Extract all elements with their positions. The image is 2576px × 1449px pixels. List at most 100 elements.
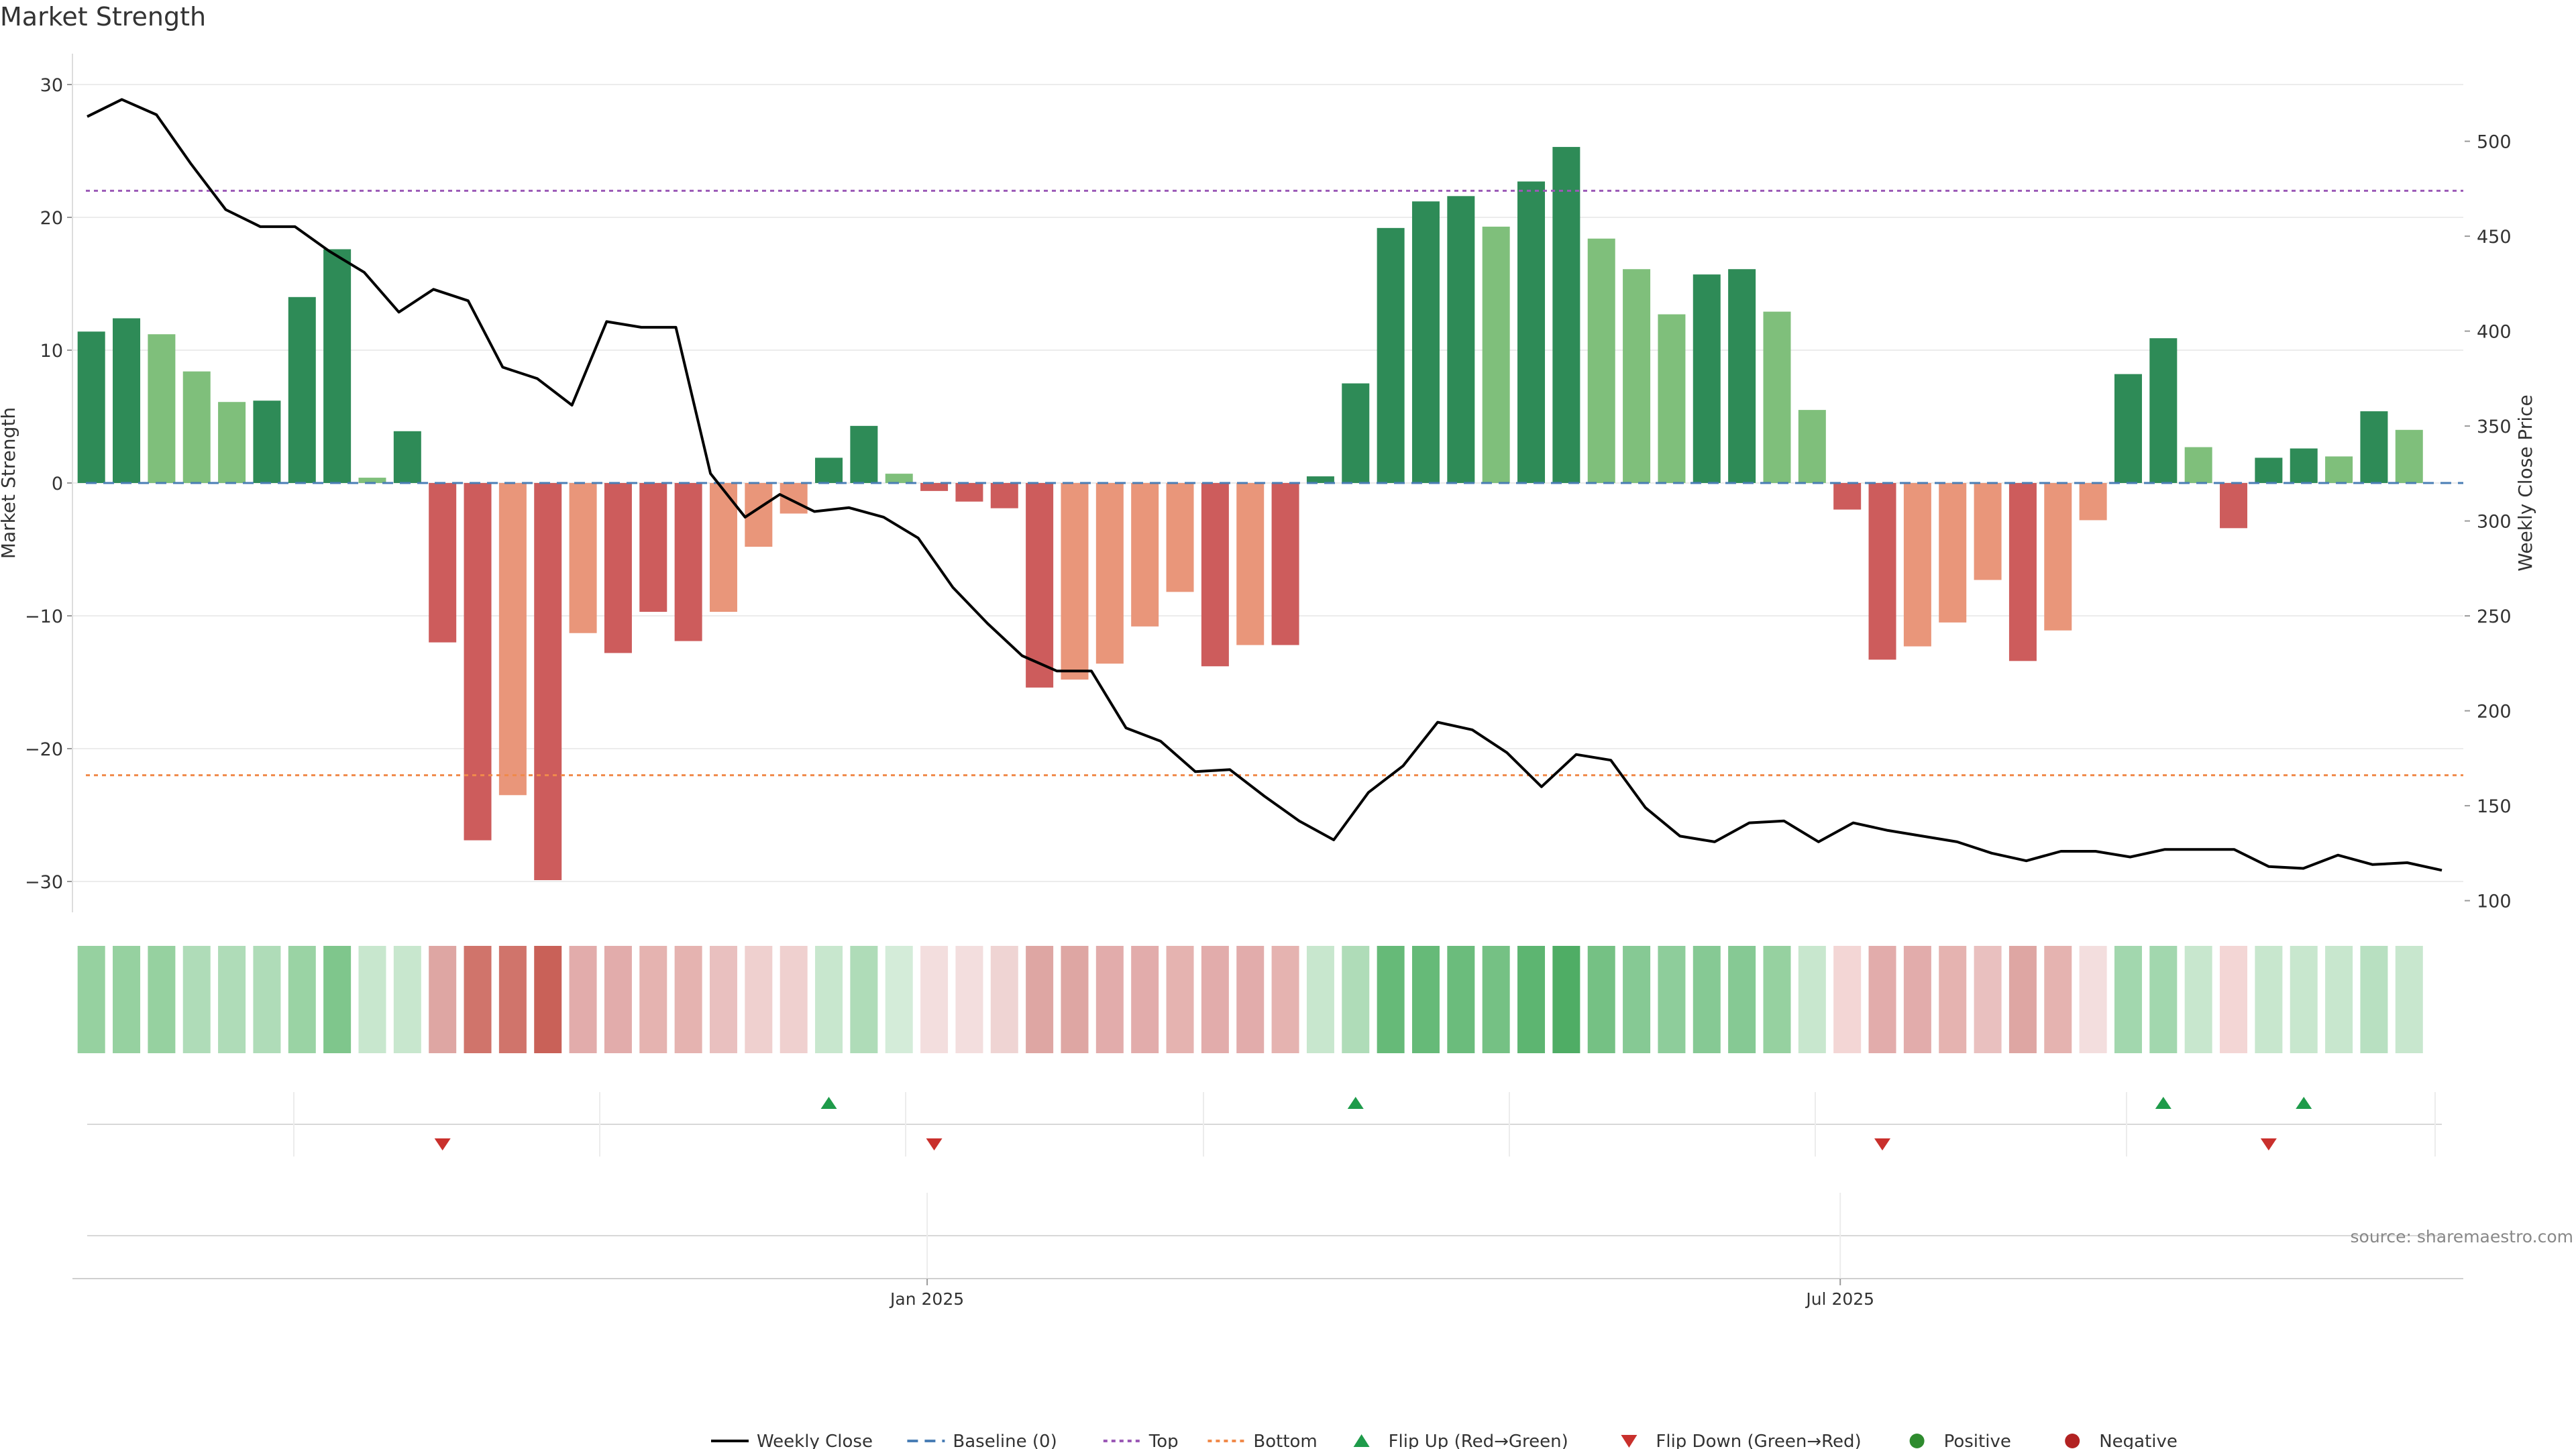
flip-down-marker: [2260, 1138, 2277, 1150]
heat-cell: [639, 946, 667, 1053]
bar: [1903, 483, 1931, 647]
legend-swatch-negative: [2065, 1434, 2080, 1448]
heat-cell: [2149, 946, 2178, 1053]
heat-cell: [2044, 946, 2072, 1053]
heat-cell: [1552, 946, 1580, 1053]
heat-cell: [990, 946, 1018, 1053]
bar: [2325, 456, 2353, 483]
bar: [288, 297, 316, 483]
bar: [1447, 196, 1475, 483]
time-tick-label: Jan 2025: [889, 1289, 964, 1309]
heat-cell: [77, 946, 105, 1053]
heat-cell: [1658, 946, 1686, 1053]
heat-cell: [2325, 946, 2353, 1053]
heat-cell: [709, 946, 737, 1053]
heat-cell: [1623, 946, 1651, 1053]
chart-title: Market Strength: [0, 2, 206, 32]
bar: [1306, 476, 1334, 483]
bar: [1166, 483, 1194, 592]
heat-cell: [1868, 946, 1896, 1053]
heat-cell: [2220, 946, 2248, 1053]
bar: [1236, 483, 1265, 645]
bar: [253, 400, 281, 483]
heat-cell: [1974, 946, 2002, 1053]
bar: [2255, 458, 2283, 483]
legend-label: Baseline (0): [953, 1432, 1057, 1449]
bar: [1868, 483, 1896, 660]
bar: [1061, 483, 1089, 680]
heat-cell: [358, 946, 386, 1053]
heat-cell: [253, 946, 281, 1053]
left-axis: 30 20 10 0 −10 −20 −30: [25, 54, 73, 912]
heat-cell: [1166, 946, 1194, 1053]
bar: [2008, 483, 2037, 661]
heat-cell: [393, 946, 421, 1053]
bar: [2220, 483, 2248, 529]
heat-cell: [1131, 946, 1159, 1053]
bar: [113, 318, 141, 483]
tick-label-left: −30: [25, 872, 63, 893]
heat-cell: [464, 946, 492, 1053]
weekly-close-line: [87, 98, 2443, 872]
bar: [1623, 269, 1651, 483]
heat-cell: [1061, 946, 1089, 1053]
bar: [1377, 227, 1405, 483]
bar: [218, 402, 246, 483]
heat-cell: [815, 946, 843, 1053]
heat-cell: [920, 946, 949, 1053]
heat-cell: [1903, 946, 1931, 1053]
bar: [920, 483, 949, 491]
flip-down-marker: [926, 1138, 943, 1150]
heat-cell: [604, 946, 632, 1053]
heat-cell: [288, 946, 316, 1053]
bar: [2149, 338, 2178, 483]
heat-cell: [218, 946, 246, 1053]
flip-down-marker: [1874, 1138, 1891, 1150]
y-axis-label-left: Market Strength: [0, 407, 19, 559]
tick-label-left: 10: [40, 341, 63, 362]
bar: [1131, 483, 1159, 627]
bar: [2044, 483, 2072, 631]
bar: [393, 431, 421, 483]
bar: [990, 483, 1018, 508]
heat-cell: [2114, 946, 2142, 1053]
heat-cell: [850, 946, 878, 1053]
bar: [1095, 483, 1124, 664]
right-axis: 500 450 400 350 300 250 200 150 100: [2465, 132, 2512, 912]
heat-cell: [113, 946, 141, 1053]
bar: [1517, 181, 1546, 483]
heat-cell: [2395, 946, 2423, 1053]
heat-cell: [780, 946, 808, 1053]
legend-label: Flip Up (Red→Green): [1389, 1432, 1568, 1449]
tick-label-right: 250: [2477, 606, 2512, 627]
flip-panel: [87, 1092, 2442, 1157]
bar: [1728, 269, 1756, 483]
bar: [358, 478, 386, 483]
bar: [2184, 447, 2212, 483]
bar: [1763, 311, 1791, 483]
heat-cell: [1306, 946, 1334, 1053]
heat-cell: [2008, 946, 2037, 1053]
heat-cell: [1482, 946, 1510, 1053]
heat-cell: [1377, 946, 1405, 1053]
heat-cell: [1833, 946, 1862, 1053]
bar: [850, 425, 878, 483]
bar: [1798, 410, 1826, 483]
tick-label-right: 100: [2477, 892, 2512, 912]
heat-cell: [1587, 946, 1615, 1053]
heat-cell: [885, 946, 913, 1053]
heat-cell: [182, 946, 211, 1053]
bar: [1833, 483, 1862, 510]
tick-label-right: 400: [2477, 322, 2512, 343]
heat-cell: [1342, 946, 1370, 1053]
y-axis-label-right: Weekly Close Price: [2514, 394, 2536, 571]
heat-cell: [674, 946, 702, 1053]
bar: [639, 483, 667, 612]
heat-cell: [148, 946, 176, 1053]
bar: [955, 483, 983, 502]
reference-lines: [86, 189, 2463, 777]
legend-label: Negative: [2099, 1432, 2178, 1449]
bar: [1201, 483, 1229, 667]
heat-strip: [77, 946, 2423, 1053]
